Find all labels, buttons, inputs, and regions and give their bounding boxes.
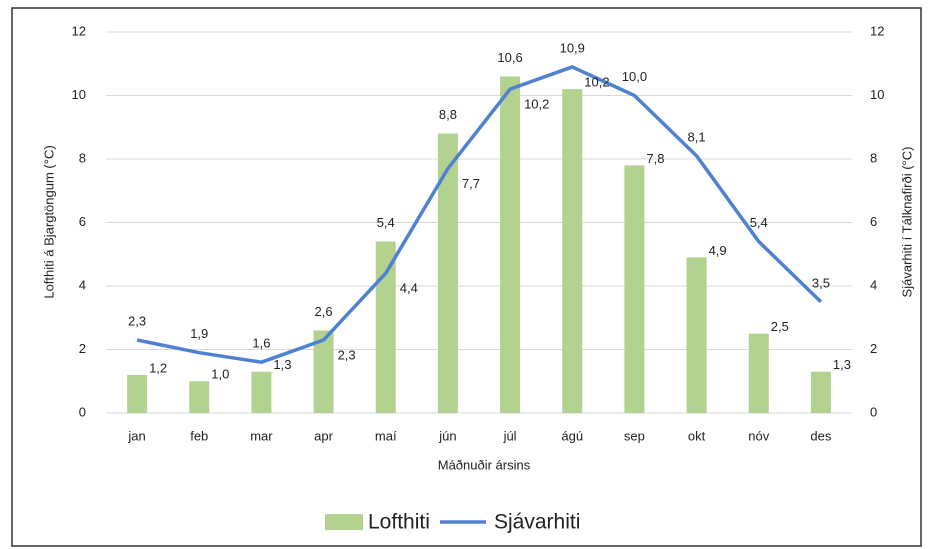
y-tick-label: 8 (79, 150, 86, 165)
bar (313, 330, 334, 413)
bar (686, 257, 707, 413)
bar (437, 133, 458, 413)
y2-tick-label: 8 (870, 150, 877, 165)
y-tick-label: 0 (79, 404, 86, 419)
bar (562, 89, 583, 414)
y2-axis-title: Sjávarhiti í Tálknafirði (°C) (899, 147, 914, 298)
y-tick-label: 2 (79, 341, 86, 356)
line-value-label: 2,3 (338, 347, 356, 362)
y2-tick-label: 10 (870, 87, 884, 102)
bar (624, 165, 645, 413)
line-value-label: 1,6 (252, 336, 270, 351)
bar (375, 241, 396, 413)
bar-value-label: 1,3 (833, 357, 851, 372)
x-axis-title: Máðnuðir ársins (438, 457, 531, 472)
y2-tick-label: 6 (870, 214, 877, 229)
line-value-label: 10,9 (560, 40, 585, 55)
line-value-label: 4,4 (400, 281, 418, 296)
x-tick-label: des (810, 428, 831, 443)
bar-value-label: 2,6 (315, 304, 333, 319)
bar-value-label: 7,8 (646, 151, 664, 166)
x-tick-label: jún (438, 428, 456, 443)
y-axis-title: Lofthiti á Bjargtöngum (°C) (41, 145, 56, 298)
line-value-label: 5,4 (750, 215, 768, 230)
line-value-label: 10,0 (622, 69, 647, 84)
x-tick-label: sep (624, 428, 645, 443)
y2-tick-label: 4 (870, 277, 877, 292)
x-tick-label: nóv (748, 428, 769, 443)
x-tick-label: júl (503, 428, 517, 443)
bar (251, 371, 272, 413)
y-tick-label: 6 (79, 214, 86, 229)
bar-value-label: 1,0 (211, 367, 229, 382)
x-tick-label: okt (688, 428, 706, 443)
line-value-label: 1,9 (190, 326, 208, 341)
x-tick-label: maí (375, 428, 397, 443)
y-tick-label: 10 (72, 87, 86, 102)
y2-tick-label: 0 (870, 404, 877, 419)
bar (189, 381, 210, 413)
legend-label: Sjávarhiti (494, 511, 580, 534)
x-tick-label: mar (250, 428, 273, 443)
bar-value-label: 5,4 (377, 215, 395, 230)
line-value-label: 8,1 (688, 129, 706, 144)
bar-value-label: 10,6 (497, 50, 522, 65)
bar-value-label: 10,2 (584, 75, 609, 90)
bar (748, 333, 769, 413)
line-value-label: 10,2 (524, 97, 549, 112)
bar (127, 374, 148, 413)
line-value-label: 7,7 (462, 176, 480, 191)
bar (500, 76, 521, 413)
bar-value-label: 2,5 (771, 319, 789, 334)
bar-value-label: 4,9 (709, 243, 727, 258)
line-value-label: 2,3 (128, 313, 146, 328)
bar-value-label: 1,2 (149, 360, 167, 375)
x-tick-label: apr (314, 428, 333, 443)
y2-tick-label: 12 (870, 23, 884, 38)
bar-value-label: 8,8 (439, 107, 457, 122)
x-tick-label: jan (127, 428, 145, 443)
bar-value-label: 1,3 (273, 357, 291, 372)
line-value-label: 3,5 (812, 275, 830, 290)
x-tick-label: ágú (561, 428, 583, 443)
bar (810, 371, 831, 413)
legend-label: Lofthiti (368, 511, 430, 534)
y-tick-label: 4 (79, 277, 86, 292)
line (136, 65, 823, 364)
chart-frame (11, 7, 922, 547)
y2-tick-label: 2 (870, 341, 877, 356)
y-tick-label: 12 (72, 23, 86, 38)
legend-swatch (325, 514, 363, 530)
x-tick-label: feb (190, 428, 208, 443)
